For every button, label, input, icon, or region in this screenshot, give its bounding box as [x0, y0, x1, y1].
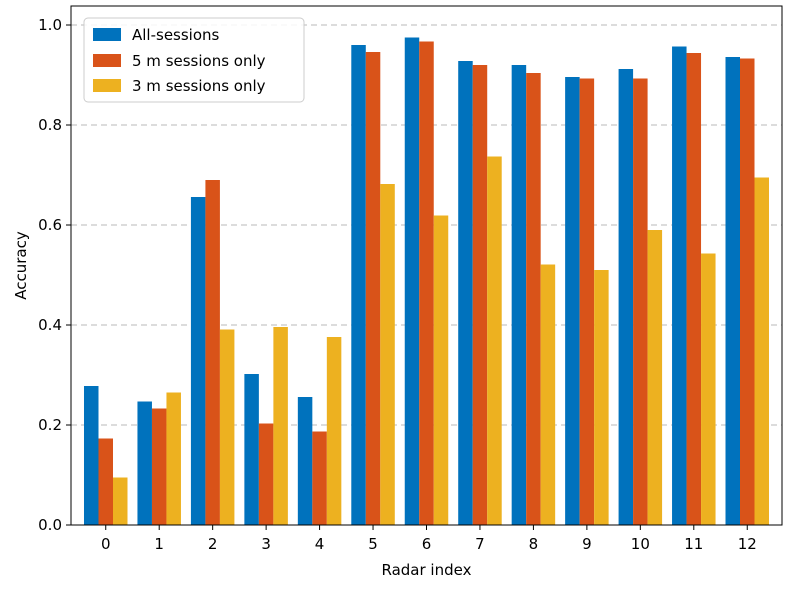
bar-3-m-sessions-only-3	[273, 327, 288, 525]
bar-all-sessions-9	[565, 77, 580, 525]
x-tick-label: 6	[422, 535, 432, 553]
x-tick-label: 3	[261, 535, 271, 553]
bar-5-m-sessions-only-3	[258, 423, 274, 525]
legend-swatch-all-sessions	[93, 28, 121, 41]
bar-all-sessions-8	[511, 65, 527, 525]
y-tick-label: 0.8	[38, 116, 62, 134]
x-axis-ticks: 0 1 2 3 4 5 6 7 8 9 10 11 12	[101, 525, 757, 553]
y-tick-label: 0.0	[38, 516, 62, 534]
bar-5-m-sessions-only-8	[526, 73, 541, 525]
bar-5-m-sessions-only-7	[472, 65, 488, 525]
y-tick-label: 0.4	[38, 316, 62, 334]
legend-frame	[83, 17, 305, 103]
legend-swatch-5m-sessions	[93, 54, 121, 67]
x-tick-label: 11	[684, 535, 703, 553]
bar-all-sessions-0	[83, 386, 99, 525]
bar-all-sessions-1	[137, 401, 152, 525]
legend-label-all-sessions: All-sessions	[132, 26, 220, 44]
y-axis-ticks: 0.0 0.2 0.4 0.6 0.8 1.0	[38, 16, 71, 534]
x-tick-label: 9	[582, 535, 592, 553]
x-tick-label: 2	[208, 535, 218, 553]
legend-label-5m-sessions: 5 m sessions only	[132, 52, 266, 70]
x-tick-label: 0	[101, 535, 111, 553]
bar-3-m-sessions-only-12	[754, 177, 770, 525]
bars	[83, 37, 770, 525]
y-tick-label: 1.0	[38, 16, 62, 34]
bar-3-m-sessions-only-9	[594, 270, 609, 525]
legend-label-3m-sessions: 3 m sessions only	[132, 77, 266, 95]
bar-3-m-sessions-only-4	[326, 337, 342, 525]
bar-3-m-sessions-only-8	[540, 264, 556, 525]
legend-swatch-3m-sessions	[93, 79, 121, 92]
x-tick-label: 7	[475, 535, 485, 553]
bar-3-m-sessions-only-5	[380, 184, 395, 525]
bar-3-m-sessions-only-11	[701, 253, 716, 525]
bar-5-m-sessions-only-4	[312, 431, 327, 525]
bar-3-m-sessions-only-1	[166, 392, 181, 525]
bar-3-m-sessions-only-2	[219, 329, 235, 525]
bar-all-sessions-3	[244, 374, 259, 525]
x-axis-label: Radar index	[382, 561, 472, 579]
bar-5-m-sessions-only-0	[98, 438, 113, 525]
bar-3-m-sessions-only-10	[647, 230, 663, 525]
x-tick-label: 5	[368, 535, 378, 553]
bar-5-m-sessions-only-11	[686, 53, 702, 525]
bar-all-sessions-6	[404, 37, 420, 525]
bar-5-m-sessions-only-1	[151, 408, 167, 525]
bar-all-sessions-11	[672, 46, 687, 525]
x-tick-label: 8	[529, 535, 539, 553]
bar-3-m-sessions-only-7	[487, 156, 502, 525]
x-tick-label: 4	[315, 535, 325, 553]
bar-5-m-sessions-only-10	[633, 78, 648, 525]
bar-3-m-sessions-only-0	[112, 477, 128, 525]
bar-5-m-sessions-only-6	[419, 41, 434, 525]
bar-5-m-sessions-only-5	[365, 52, 381, 525]
bar-all-sessions-2	[190, 197, 206, 525]
bar-all-sessions-5	[351, 45, 366, 525]
bar-5-m-sessions-only-12	[740, 58, 755, 525]
bar-5-m-sessions-only-9	[579, 78, 595, 525]
bar-all-sessions-7	[458, 61, 473, 525]
bar-5-m-sessions-only-2	[205, 180, 220, 525]
y-tick-label: 0.6	[38, 216, 62, 234]
bar-all-sessions-4	[297, 397, 313, 525]
y-tick-label: 0.2	[38, 416, 62, 434]
x-tick-label: 12	[738, 535, 757, 553]
bar-all-sessions-10	[618, 69, 634, 525]
bar-3-m-sessions-only-6	[433, 215, 449, 525]
legend: All-sessions 5 m sessions only 3 m sessi…	[83, 17, 305, 103]
x-tick-label: 10	[631, 535, 650, 553]
x-tick-label: 1	[154, 535, 164, 553]
bar-all-sessions-12	[725, 57, 741, 525]
y-axis-label: Accuracy	[12, 231, 30, 300]
